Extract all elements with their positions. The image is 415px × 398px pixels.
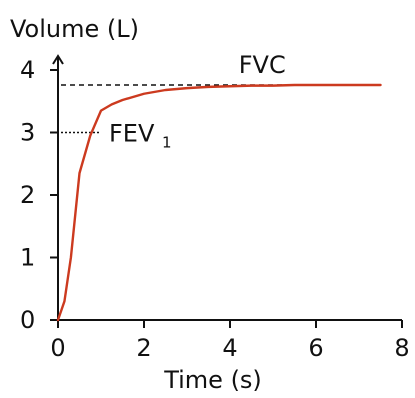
guides bbox=[61, 84, 308, 134]
y-tick-label: 3 bbox=[20, 119, 35, 147]
y-tick-label: 4 bbox=[20, 56, 35, 84]
y-ticks: 0 1 2 3 4 bbox=[20, 56, 58, 334]
x-ticks: 0 2 4 6 8 bbox=[50, 320, 410, 362]
series-layer bbox=[56, 83, 382, 322]
fev1-label: FEV 1 bbox=[109, 120, 172, 152]
fev1-label-subscript: 1 bbox=[162, 134, 172, 152]
y-axis-title: Volume (L) bbox=[10, 15, 139, 43]
x-tick-label: 2 bbox=[136, 334, 151, 362]
y-tick-label: 1 bbox=[20, 244, 35, 272]
x-tick-label: 8 bbox=[394, 334, 409, 362]
axes: 0 2 4 6 8 0 1 2 3 4 bbox=[20, 54, 410, 362]
x-tick-label: 4 bbox=[222, 334, 237, 362]
x-tick-label: 0 bbox=[50, 334, 65, 362]
x-tick-label: 6 bbox=[308, 334, 323, 362]
y-tick-label: 2 bbox=[20, 181, 35, 209]
y-axis-arrow-icon bbox=[52, 54, 64, 65]
x-axis-title: Time (s) bbox=[163, 366, 262, 394]
fev1-label-main: FEV bbox=[109, 120, 155, 148]
series-line bbox=[56, 83, 382, 322]
y-tick-label: 0 bbox=[20, 306, 35, 334]
fvc-label: FVC bbox=[239, 51, 286, 79]
